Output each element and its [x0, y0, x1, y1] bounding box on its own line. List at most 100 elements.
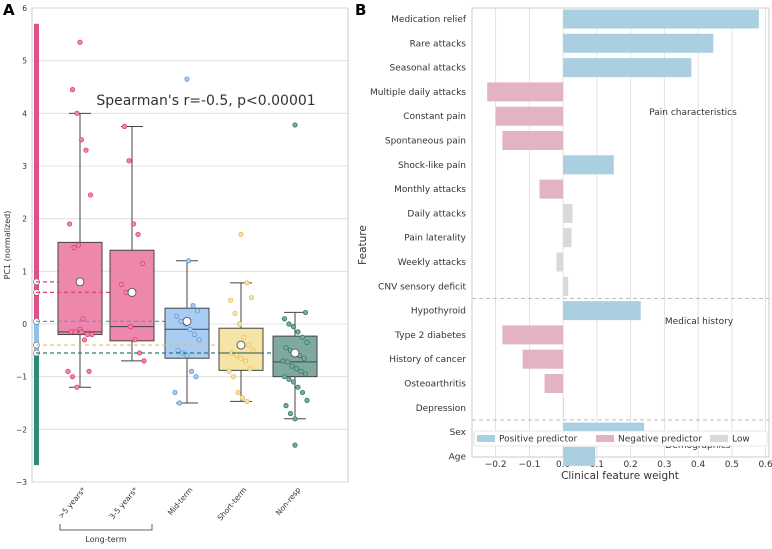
xtick-label-b: 0.6 — [758, 460, 772, 470]
data-point — [176, 400, 183, 406]
data-point — [89, 331, 95, 338]
data-point — [289, 363, 295, 369]
data-point — [178, 318, 184, 324]
data-point — [304, 339, 310, 346]
data-point — [191, 331, 198, 338]
feature-label: Seasonal attacks — [390, 64, 467, 74]
feature-bar — [495, 106, 564, 126]
xtick-label-a: Short-term — [216, 486, 249, 523]
legend-swatch — [477, 435, 495, 442]
data-point — [80, 316, 86, 322]
xtick-label-b: 0.2 — [623, 460, 637, 470]
feature-label: Monthly attacks — [394, 185, 466, 195]
box — [57, 241, 103, 336]
data-point — [281, 316, 288, 322]
feature-bar — [563, 33, 714, 53]
mean-marker — [236, 340, 246, 350]
feature-label: Medication relief — [391, 15, 467, 25]
legend-label: Positive predictor — [499, 435, 578, 445]
data-point — [247, 366, 253, 372]
data-point — [74, 110, 80, 116]
data-point — [77, 39, 83, 45]
feature-label: History of cancer — [389, 355, 466, 365]
data-point — [292, 122, 298, 128]
data-point — [187, 326, 193, 332]
data-point — [184, 76, 190, 82]
data-point — [81, 337, 88, 343]
data-point — [283, 345, 289, 351]
reference-bar-segment — [34, 355, 39, 466]
data-point — [66, 221, 73, 227]
reference-bar-segment — [34, 23, 39, 325]
ytick-label-a: −3 — [16, 478, 27, 487]
mean-marker — [127, 287, 137, 297]
data-point — [245, 342, 252, 348]
data-point — [184, 352, 190, 359]
data-point — [242, 358, 249, 364]
data-point — [280, 358, 286, 364]
data-point — [236, 321, 243, 327]
data-point — [299, 389, 306, 396]
data-point — [78, 329, 85, 335]
feature-bar — [563, 398, 565, 418]
data-point — [283, 403, 289, 409]
data-point — [72, 329, 79, 335]
legend-swatch — [596, 435, 614, 442]
data-point — [299, 334, 306, 340]
ytick-label-a: 3 — [22, 162, 27, 171]
data-point — [121, 123, 128, 130]
data-point — [298, 368, 304, 374]
feature-bar — [563, 58, 692, 78]
feature-label: Type 2 diabetes — [394, 331, 466, 341]
data-point — [293, 366, 300, 372]
data-point — [226, 368, 232, 374]
data-point — [135, 231, 141, 238]
data-point — [284, 359, 291, 365]
ytick-label-a: 6 — [22, 4, 27, 13]
data-point — [69, 87, 76, 93]
feature-bar — [563, 9, 759, 29]
ytick-label-a: −1 — [16, 373, 27, 382]
data-point — [130, 221, 137, 227]
panel-b-ylabel: Feature — [357, 225, 369, 265]
feature-bar — [539, 179, 564, 199]
data-point — [302, 309, 309, 316]
section-label: Pain characteristics — [649, 108, 737, 118]
data-point — [232, 310, 238, 317]
legend-swatch — [710, 435, 728, 442]
feature-bar — [544, 374, 564, 393]
data-point — [302, 371, 309, 377]
data-point — [126, 158, 132, 164]
data-point — [239, 395, 246, 401]
data-point — [78, 137, 85, 143]
data-point — [290, 379, 297, 385]
feature-label: Pain laterality — [404, 234, 466, 244]
feature-bar — [563, 228, 572, 248]
feature-bar — [563, 276, 569, 296]
feature-bar — [487, 82, 564, 102]
xtick-label-a: Non-resp — [274, 485, 303, 517]
data-point — [287, 410, 294, 417]
data-point — [86, 368, 92, 374]
data-point — [281, 374, 288, 380]
data-point — [132, 337, 138, 343]
data-point — [304, 397, 310, 403]
panel-label-b: B — [355, 1, 366, 19]
mean-marker — [290, 348, 300, 358]
data-point — [248, 295, 255, 301]
data-point — [238, 231, 244, 238]
data-point — [175, 347, 181, 353]
data-point — [230, 374, 237, 380]
ytick-label-a: 2 — [22, 215, 27, 224]
mean-marker — [182, 316, 192, 326]
feature-label: Spontaneous pain — [385, 137, 466, 147]
xtick-label-b: −0.2 — [485, 460, 507, 470]
data-point — [185, 258, 192, 264]
data-point — [68, 329, 74, 335]
data-point — [241, 334, 247, 340]
data-point — [244, 280, 250, 286]
feature-bar — [563, 155, 614, 175]
feature-label: Sex — [450, 428, 467, 438]
data-point — [87, 192, 94, 198]
